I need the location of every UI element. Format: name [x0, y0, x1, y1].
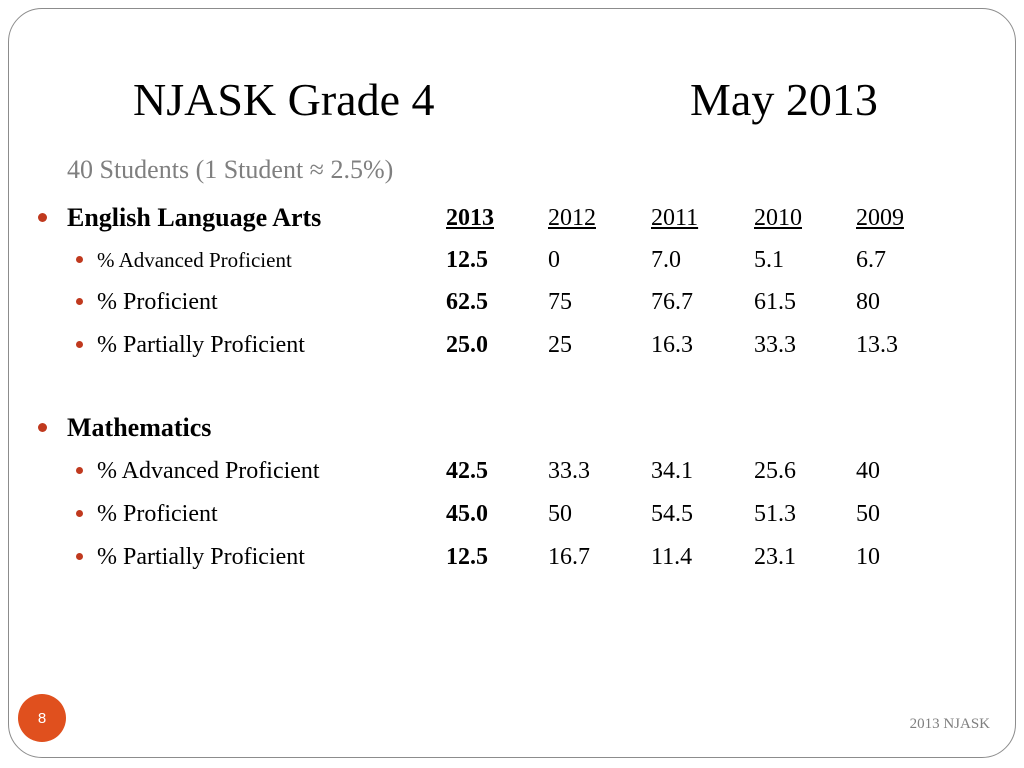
year-header-2012: 2012: [548, 205, 596, 231]
table-row: % Partially Proficient 25.0 25 16.3 33.3…: [0, 327, 1024, 363]
table-row: % Proficient 62.5 75 76.7 61.5 80: [0, 284, 1024, 320]
value-2011: 11.4: [651, 544, 693, 570]
slide-frame: [8, 8, 1016, 758]
value-2009: 13.3: [856, 332, 898, 358]
bullet-icon: [76, 341, 83, 348]
value-2010: 23.1: [754, 544, 796, 570]
math-header-row: Mathematics: [0, 410, 1024, 446]
value-2011: 34.1: [651, 458, 693, 484]
metric-label: % Proficient: [97, 501, 218, 527]
value-2012: 16.7: [548, 544, 590, 570]
bullet-icon: [38, 213, 47, 222]
value-2013: 12.5: [446, 544, 488, 570]
bullet-icon: [38, 423, 47, 432]
value-2012: 75: [548, 289, 572, 315]
ela-header-row: English Language Arts 2013 2012 2011 201…: [0, 200, 1024, 236]
table-row: % Advanced Proficient 12.5 0 7.0 5.1 6.7: [0, 242, 1024, 278]
footer-text: 2013 NJASK: [909, 716, 990, 732]
value-2010: 5.1: [754, 247, 784, 273]
bullet-icon: [76, 256, 83, 263]
metric-label: % Advanced Proficient: [97, 458, 320, 484]
metric-label: % Advanced Proficient: [97, 248, 292, 272]
year-header-2009: 2009: [856, 205, 904, 231]
value-2010: 61.5: [754, 289, 796, 315]
table-row: % Advanced Proficient 42.5 33.3 34.1 25.…: [0, 453, 1024, 489]
bullet-icon: [76, 510, 83, 517]
value-2009: 50: [856, 501, 880, 527]
value-2009: 10: [856, 544, 880, 570]
bullet-icon: [76, 298, 83, 305]
value-2011: 54.5: [651, 501, 693, 527]
section-label-math: Mathematics: [67, 413, 212, 442]
value-2011: 16.3: [651, 332, 693, 358]
value-2013: 25.0: [446, 332, 488, 358]
value-2009: 80: [856, 289, 880, 315]
value-2013: 42.5: [446, 458, 488, 484]
value-2013: 62.5: [446, 289, 488, 315]
bullet-icon: [76, 467, 83, 474]
value-2010: 51.3: [754, 501, 796, 527]
value-2011: 7.0: [651, 247, 681, 273]
value-2009: 40: [856, 458, 880, 484]
section-label-ela: English Language Arts: [67, 203, 322, 232]
year-header-2011: 2011: [651, 205, 699, 231]
page-number-badge: 8: [18, 694, 66, 742]
value-2010: 25.6: [754, 458, 796, 484]
value-2012: 0: [548, 247, 560, 273]
year-header-2010: 2010: [754, 205, 802, 231]
slide-date: May 2013: [690, 74, 878, 125]
slide-subtitle: 40 Students (1 Student ≈ 2.5%): [67, 155, 394, 184]
value-2013: 45.0: [446, 501, 488, 527]
metric-label: % Proficient: [97, 289, 218, 315]
table-row: % Proficient 45.0 50 54.5 51.3 50: [0, 496, 1024, 532]
slide-title: NJASK Grade 4: [133, 74, 435, 125]
metric-label: % Partially Proficient: [97, 332, 305, 358]
value-2013: 12.5: [446, 247, 488, 273]
table-row: % Partially Proficient 12.5 16.7 11.4 23…: [0, 539, 1024, 575]
metric-label: % Partially Proficient: [97, 544, 305, 570]
value-2012: 33.3: [548, 458, 590, 484]
year-header-2013: 2013: [446, 205, 494, 231]
value-2012: 50: [548, 501, 572, 527]
value-2009: 6.7: [856, 247, 886, 273]
value-2010: 33.3: [754, 332, 796, 358]
value-2011: 76.7: [651, 289, 693, 315]
bullet-icon: [76, 553, 83, 560]
value-2012: 25: [548, 332, 572, 358]
